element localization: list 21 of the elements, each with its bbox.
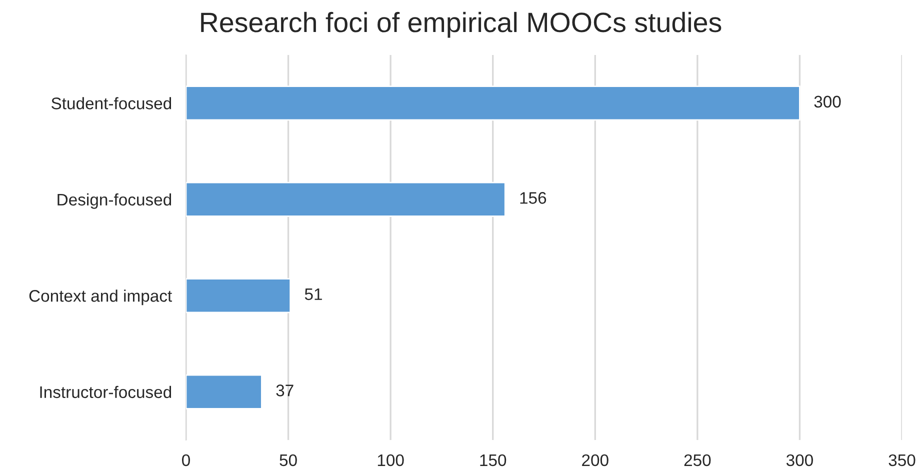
data-label: 51 bbox=[304, 288, 322, 300]
bar bbox=[186, 278, 292, 314]
data-label: 37 bbox=[276, 384, 294, 396]
x-tick-label: 50 bbox=[280, 454, 297, 466]
y-tick-label: Design-focused bbox=[58, 193, 172, 209]
chart-title: Research foci of empirical MOOCs studies bbox=[201, 12, 722, 38]
x-tick-label: 200 bbox=[582, 454, 608, 466]
y-tick-label: Instructor-focused bbox=[40, 386, 172, 398]
bar bbox=[186, 182, 506, 217]
y-tick-label: Student-focused bbox=[52, 97, 172, 110]
x-tick-label: 0 bbox=[182, 454, 190, 466]
x-tick-label: 350 bbox=[888, 454, 916, 466]
bar bbox=[186, 374, 262, 410]
bar bbox=[186, 86, 800, 121]
data-label: 300 bbox=[814, 96, 841, 108]
x-tick-label: 150 bbox=[480, 454, 506, 466]
x-tick-label: 100 bbox=[378, 454, 404, 466]
data-label: 156 bbox=[520, 192, 546, 204]
x-tick-label: 250 bbox=[684, 454, 711, 466]
y-tick-label: Context and impact bbox=[29, 290, 172, 306]
x-tick-label: 300 bbox=[786, 454, 813, 466]
